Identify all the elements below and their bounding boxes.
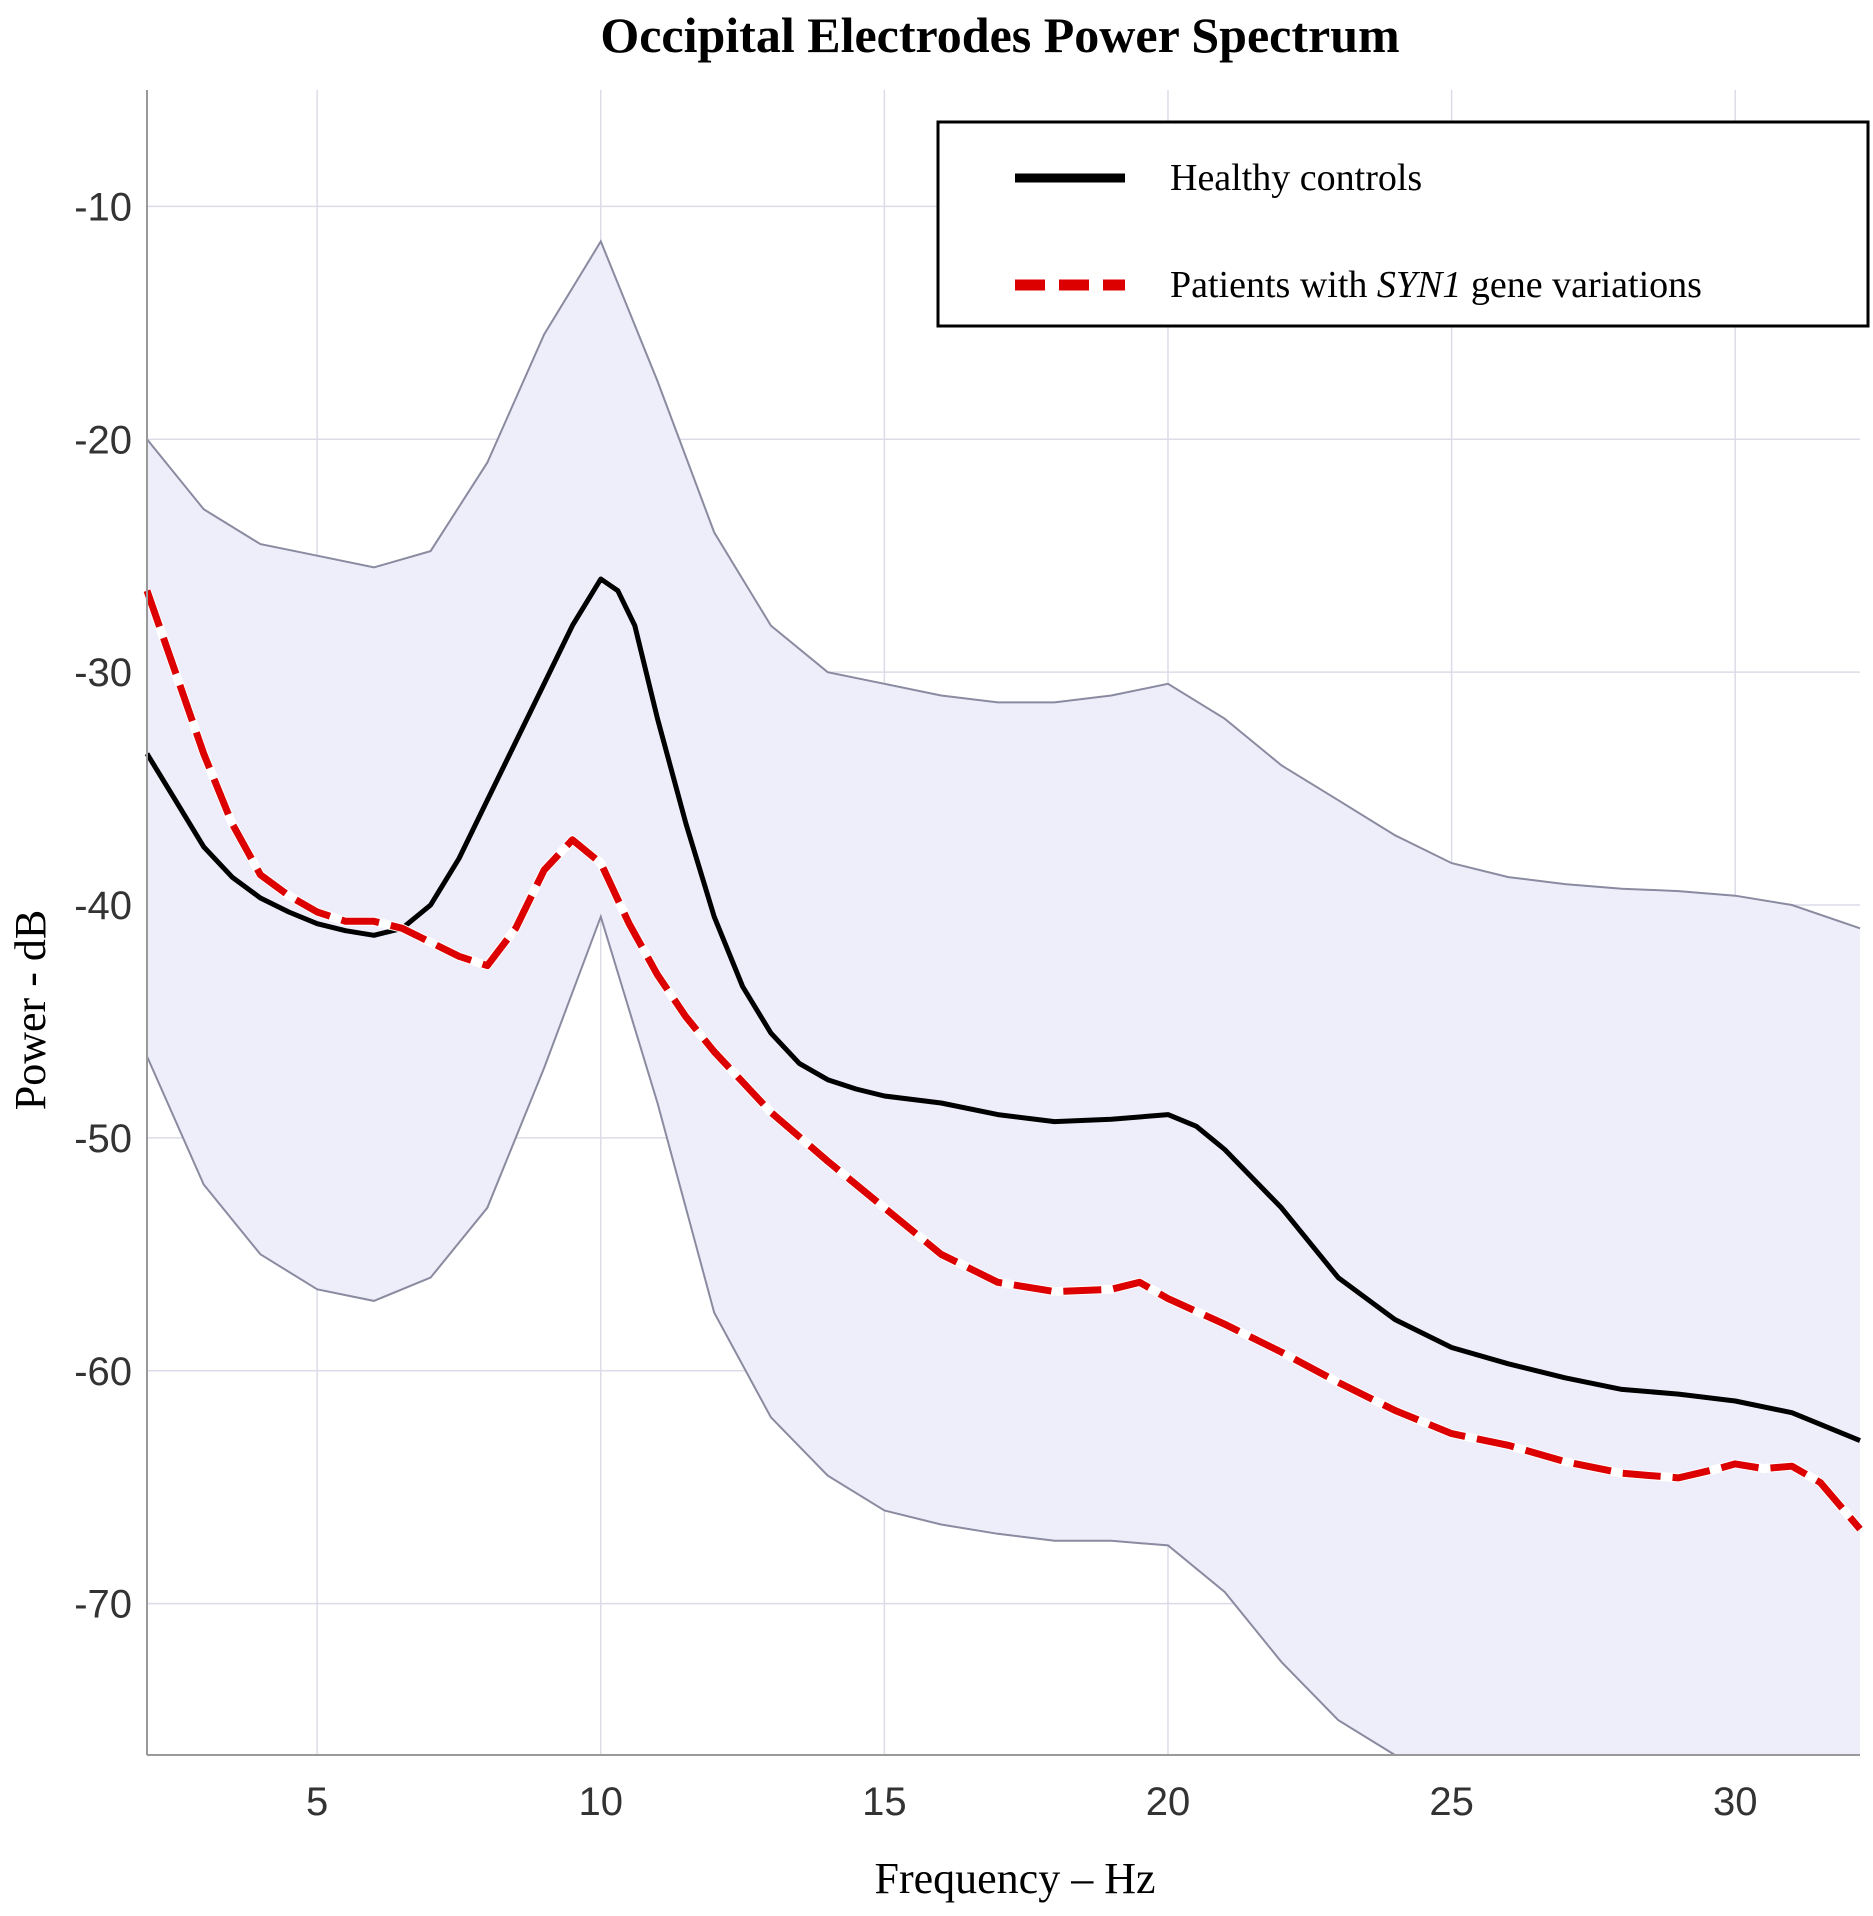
x-tick-label: 5 <box>306 1780 328 1824</box>
y-tick-label: -60 <box>74 1350 132 1394</box>
x-tick-label: 30 <box>1713 1780 1758 1824</box>
x-axis-label: Frequency – Hz <box>874 1854 1155 1903</box>
x-tick-label: 20 <box>1146 1780 1191 1824</box>
legend: Healthy controls Patients with SYN1 gene… <box>936 120 1870 328</box>
series-patients-syn1 <box>143 589 1863 1532</box>
legend-patients-label: Patients with SYN1 gene variations <box>1170 264 1702 306</box>
legend-box <box>936 120 1870 328</box>
y-tick-label: -70 <box>74 1583 132 1627</box>
y-tick-label: -30 <box>74 651 132 695</box>
band-lower-edge <box>146 913 1396 1756</box>
y-tick-labels: -10 -20 -30 -40 -50 -60 -70 <box>74 185 132 1626</box>
x-tick-label: 25 <box>1429 1780 1474 1824</box>
confidence-band <box>146 239 1861 1756</box>
band-upper-edge <box>146 239 1861 930</box>
y-tick-label: -20 <box>74 418 132 462</box>
band-fill <box>147 241 1860 1755</box>
y-tick-label: -40 <box>74 884 132 928</box>
legend-patients-prefix: Patients with <box>1170 264 1377 306</box>
legend-patients-suffix: gene variations <box>1461 264 1702 306</box>
y-axis-label: Power - dB <box>6 910 55 1110</box>
x-tick-label: 15 <box>862 1780 907 1824</box>
y-tick-label: -10 <box>74 185 132 229</box>
legend-healthy-label: Healthy controls <box>1170 157 1422 199</box>
series-healthy-controls <box>144 576 1861 1443</box>
chart-title: Occipital Electrodes Power Spectrum <box>600 7 1399 63</box>
x-tick-labels: 5 10 15 20 25 30 <box>306 1780 1757 1824</box>
y-tick-label: -50 <box>74 1117 132 1161</box>
series-lines <box>142 576 1864 1533</box>
legend-patients-gene: SYN1 <box>1377 264 1461 306</box>
axes <box>146 90 1860 1756</box>
x-tick-label: 10 <box>579 1780 624 1824</box>
